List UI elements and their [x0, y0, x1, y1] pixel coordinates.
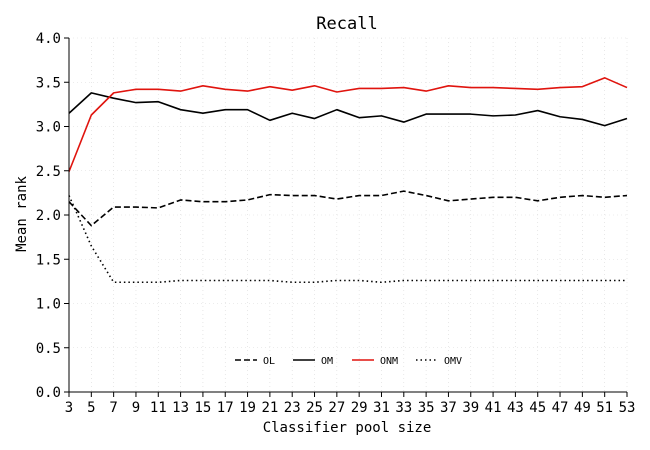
y-tick-label: 3.0: [36, 120, 61, 136]
x-tick-label: 7: [109, 400, 117, 416]
legend-label-onm: ONM: [380, 356, 398, 367]
x-tick-label: 29: [351, 400, 368, 416]
y-tick-label: 2.0: [36, 208, 61, 224]
x-tick-label: 9: [132, 400, 140, 416]
legend-label-ol: OL: [263, 356, 275, 367]
x-tick-label: 45: [529, 400, 546, 416]
y-tick-label: 1.5: [36, 252, 61, 268]
x-tick-label: 43: [507, 400, 524, 416]
x-tick-label: 27: [328, 400, 345, 416]
x-tick-label: 13: [172, 400, 189, 416]
tick-labels: 3 5 7 9 11 13 15 17 19 21 23 25 27 29 31 33 35 37 39 41 43 45…: [36, 31, 636, 416]
series-lines: [68, 77, 628, 284]
x-tick-label: 31: [373, 400, 390, 416]
x-tick-label: 33: [395, 400, 412, 416]
x-tick-label: 5: [87, 400, 95, 416]
x-tick-label: 37: [440, 400, 457, 416]
y-tick-label: 0.0: [36, 385, 61, 401]
y-tick-label: 4.0: [36, 31, 61, 47]
x-tick-label: 21: [261, 400, 278, 416]
x-tick-label: 53: [619, 400, 636, 416]
x-tick-label: 35: [418, 400, 435, 416]
series-line-om: [68, 92, 628, 127]
chart-title: Recall: [316, 14, 377, 34]
x-tick-label: 47: [552, 400, 569, 416]
x-tick-label: 17: [217, 400, 234, 416]
x-tick-label: 39: [462, 400, 479, 416]
x-tick-label: 11: [150, 400, 167, 416]
y-tick-label: 1.0: [36, 297, 61, 313]
x-tick-label: 23: [284, 400, 301, 416]
x-axis-label: Classifier pool size: [263, 420, 432, 436]
axes: [64, 37, 628, 397]
series-line-ol: [68, 190, 628, 227]
x-tick-label: 41: [485, 400, 502, 416]
x-tick-label: 15: [194, 400, 211, 416]
grid: [68, 37, 628, 393]
legend-label-omv: OMV: [444, 356, 462, 367]
y-tick-label: 0.5: [36, 341, 61, 357]
series-line-omv: [68, 195, 627, 284]
x-tick-label: 51: [596, 400, 613, 416]
y-tick-label: 2.5: [36, 164, 61, 180]
x-tick-label: 19: [239, 400, 256, 416]
y-tick-label: 3.5: [36, 75, 61, 91]
legend-label-om: OM: [321, 356, 333, 367]
legend: OL OM ONM OMV: [235, 356, 462, 367]
y-axis-label: Mean rank: [14, 176, 30, 252]
x-tick-label: 25: [306, 400, 323, 416]
x-tick-label: 3: [65, 400, 73, 416]
series-line-onm: [68, 77, 628, 172]
x-tick-label: 49: [574, 400, 591, 416]
